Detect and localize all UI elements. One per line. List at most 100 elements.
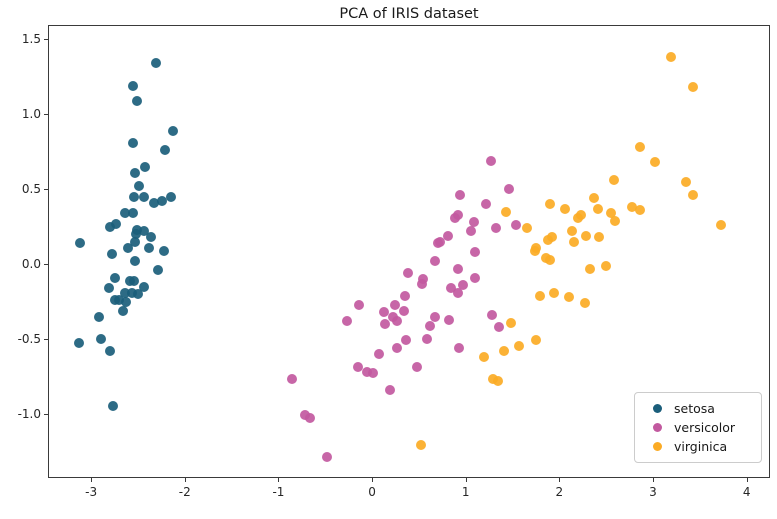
y-tick-mark	[44, 413, 48, 415]
data-point-virginica	[665, 52, 676, 63]
y-tick-mark	[44, 189, 48, 191]
data-point-setosa	[119, 208, 130, 219]
data-point-setosa	[111, 218, 122, 229]
data-point-virginica	[492, 375, 503, 386]
data-point-virginica	[634, 142, 645, 153]
data-point-versicolor	[469, 217, 480, 228]
data-point-setosa	[138, 226, 149, 237]
y-tick-mark	[44, 264, 48, 266]
data-point-virginica	[609, 215, 620, 226]
data-point-versicolor	[387, 311, 398, 322]
data-point-versicolor	[389, 299, 400, 310]
data-point-virginica	[569, 236, 580, 247]
data-point-setosa	[73, 338, 84, 349]
data-point-versicolor	[380, 319, 391, 329]
data-point-versicolor	[398, 305, 409, 316]
data-point-setosa	[110, 272, 121, 283]
data-point-versicolor	[341, 316, 352, 326]
data-point-versicolor	[368, 368, 378, 379]
data-point-setosa	[103, 283, 114, 294]
data-point-setosa	[157, 196, 168, 207]
data-point-versicolor	[442, 230, 453, 241]
data-point-setosa	[129, 275, 140, 286]
data-point-versicolor	[453, 263, 464, 274]
data-point-setosa	[114, 295, 125, 306]
data-point-versicolor	[353, 362, 364, 373]
data-point-virginica	[585, 263, 596, 274]
data-point-setosa	[130, 236, 141, 247]
data-point-versicolor	[486, 155, 496, 166]
data-point-virginica	[530, 245, 540, 256]
data-point-versicolor	[305, 413, 316, 424]
legend-row-versicolor: versicolor	[645, 418, 749, 437]
data-point-setosa	[148, 197, 159, 208]
data-point-setosa	[107, 401, 118, 412]
data-point-setosa	[139, 161, 150, 172]
data-point-versicolor	[322, 452, 333, 463]
legend: setosa versicolor virginica	[634, 392, 762, 463]
data-point-virginica	[543, 235, 554, 246]
x-tick-label: 1	[461, 485, 470, 499]
chart-title: PCA of IRIS dataset	[339, 6, 479, 22]
data-point-versicolor	[392, 316, 403, 326]
data-point-versicolor	[490, 223, 501, 234]
data-point-versicolor	[470, 247, 481, 258]
y-tick-label: 0.0	[21, 257, 41, 272]
data-point-versicolor	[432, 238, 443, 249]
data-point-setosa	[96, 333, 107, 344]
data-point-setosa	[160, 145, 171, 156]
data-point-versicolor	[286, 374, 297, 385]
data-point-virginica	[415, 440, 426, 451]
data-point-versicolor	[392, 342, 403, 353]
data-point-setosa	[106, 248, 117, 259]
x-tick-mark	[184, 478, 186, 482]
data-point-setosa	[122, 242, 133, 253]
data-point-versicolor	[466, 226, 477, 237]
y-tick-mark	[44, 338, 48, 340]
data-point-virginica	[534, 290, 545, 301]
data-point-virginica	[544, 254, 555, 265]
x-tick-label: 0	[368, 485, 376, 499]
data-point-setosa	[128, 80, 139, 91]
data-point-virginica	[479, 351, 490, 362]
data-point-versicolor	[412, 362, 423, 373]
legend-items: setosa versicolor virginica	[645, 399, 749, 456]
data-point-virginica	[499, 345, 510, 356]
data-point-versicolor	[379, 307, 390, 318]
data-point-virginica	[505, 317, 516, 328]
y-tick-label: -1.0	[17, 406, 41, 421]
data-point-setosa	[165, 191, 176, 202]
data-point-setosa	[104, 221, 115, 232]
data-point-versicolor	[455, 190, 466, 201]
data-point-versicolor	[450, 212, 461, 223]
data-point-virginica	[592, 203, 603, 214]
x-tick-label: 2	[555, 485, 564, 499]
x-tick-mark	[746, 478, 748, 482]
data-point-virginica	[579, 298, 590, 309]
x-tick-mark	[91, 478, 93, 482]
data-point-setosa	[152, 265, 163, 276]
data-point-virginica	[548, 287, 559, 298]
data-point-setosa	[133, 181, 144, 192]
data-point-virginica	[634, 205, 645, 216]
y-tick-mark	[44, 39, 48, 41]
data-point-versicolor	[454, 342, 465, 353]
data-point-versicolor	[445, 283, 456, 294]
data-point-versicolor	[402, 268, 413, 279]
x-tick-mark	[465, 478, 467, 482]
data-point-virginica	[593, 232, 604, 243]
legend-label: virginica	[674, 439, 728, 454]
legend-label: versicolor	[674, 420, 735, 435]
plot-area: -3 -2 -1 0 1 2 3 4 1.5 1.0 0.5 0.0 -0.5 -1.0 setosa v…	[18, 25, 770, 499]
data-point-virginica	[530, 335, 541, 346]
data-point-virginica	[500, 206, 511, 217]
data-point-setosa	[128, 208, 139, 219]
y-tick-label: 0.5	[21, 182, 41, 197]
x-tick-label: 3	[649, 485, 657, 499]
data-point-setosa	[74, 238, 85, 249]
data-point-virginica	[649, 157, 660, 168]
data-point-virginica	[567, 226, 578, 237]
data-point-setosa	[127, 287, 138, 298]
data-point-versicolor	[470, 272, 481, 283]
